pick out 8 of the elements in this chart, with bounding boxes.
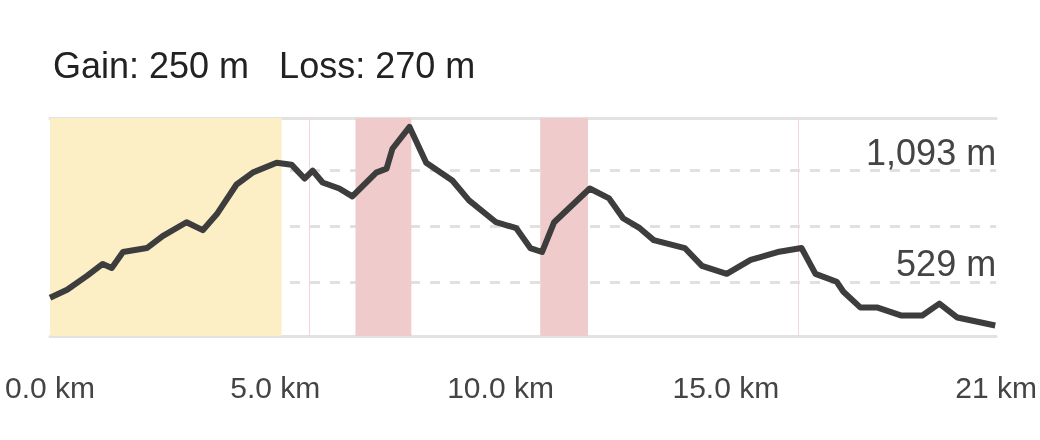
y-tick-label: 1,093 m bbox=[866, 131, 997, 173]
x-tick-label: 10.0 km bbox=[447, 370, 554, 404]
y-tick-label: 529 m bbox=[896, 243, 997, 285]
x-tick-label: 5.0 km bbox=[230, 370, 321, 404]
x-tick-label: 15.0 km bbox=[672, 370, 780, 404]
chart-title: Gain: 250 m Loss: 270 m bbox=[53, 44, 476, 86]
x-tick-label: 21 km bbox=[955, 370, 1037, 404]
x-tick-label: 0.0 km bbox=[4, 370, 96, 404]
